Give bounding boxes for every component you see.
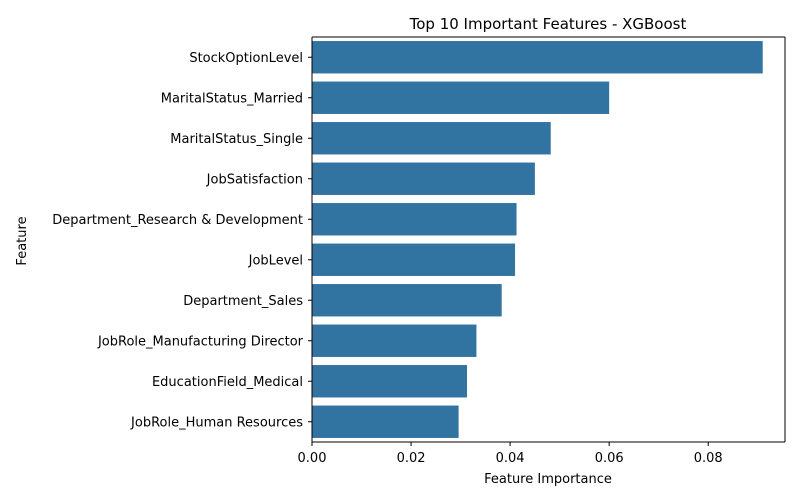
y-tick-label: MaritalStatus_Single [170, 132, 303, 147]
y-tick-label: JobRole_Manufacturing Director [97, 334, 304, 349]
bar [312, 284, 502, 317]
bar [312, 243, 516, 276]
bar [312, 122, 551, 155]
y-tick-label: Department_Sales [183, 294, 303, 309]
x-tick-label: 0.04 [496, 451, 525, 466]
x-tick-label: 0.00 [298, 451, 327, 466]
bar [312, 81, 610, 114]
y-tick-label: EducationField_Medical [152, 375, 303, 390]
y-tick-label: MaritalStatus_Married [161, 91, 303, 106]
bar [312, 365, 468, 398]
bars-layer [312, 41, 763, 438]
y-tick-label: StockOptionLevel [189, 51, 303, 66]
bar [312, 405, 459, 438]
bar [312, 162, 535, 195]
x-tick-label: 0.08 [694, 451, 723, 466]
x-tick-label: 0.02 [397, 451, 426, 466]
bar [312, 324, 477, 357]
chart-title: Top 10 Important Features - XGBoost [409, 15, 687, 33]
bar [312, 203, 517, 236]
y-tick-label: JobSatisfaction [206, 172, 303, 187]
y-tick-label: JobLevel [248, 253, 303, 268]
x-tick-label: 0.06 [595, 451, 624, 466]
axes-layer [308, 36, 786, 446]
y-axis-label: Feature [15, 216, 30, 265]
y-tick-label: JobRole_Human Resources [130, 415, 303, 430]
labels-layer: StockOptionLevel MaritalStatus_Married Mar… [52, 51, 722, 466]
bar [312, 41, 763, 74]
y-tick-label: Department_Research & Development [52, 213, 303, 228]
x-axis-label: Feature Importance [484, 472, 612, 487]
